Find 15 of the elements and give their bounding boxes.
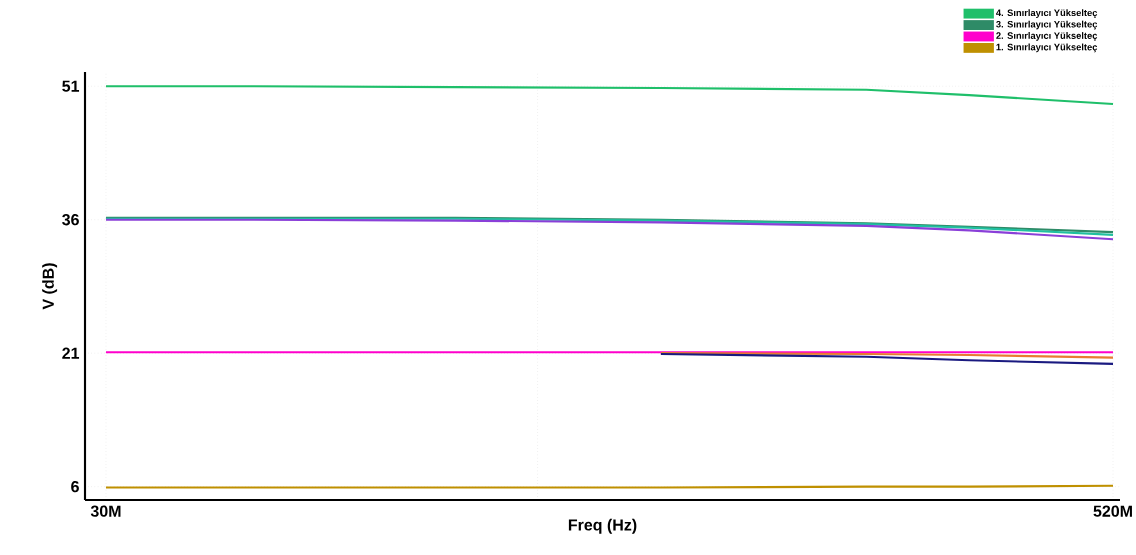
x-tick-label: 520M — [1093, 505, 1132, 517]
line-series — [104, 85, 1115, 106]
legend-label: 1. Sınırlayıcı Yükselteç — [996, 43, 1098, 53]
legend-label: 2. Sınırlayıcı Yükselteç — [996, 32, 1098, 41]
line-series — [104, 218, 1115, 241]
y-tick-label: 51 — [62, 80, 80, 92]
y-tick-label: 36 — [62, 214, 79, 226]
y-tick-label: 21 — [62, 347, 80, 359]
legend-label: 4. Sınırlayıcı Yükselteç — [996, 9, 1098, 18]
x-tick-label: 30M — [90, 505, 121, 517]
legend-label: 3. Sınırlayıcı Yükselteç — [996, 20, 1098, 30]
y-tick-label: 6 — [71, 480, 79, 493]
line-series — [659, 352, 1115, 365]
x-axis-title: Freq (Hz) — [568, 518, 637, 534]
y-axis-title: V (dB) — [42, 263, 58, 310]
